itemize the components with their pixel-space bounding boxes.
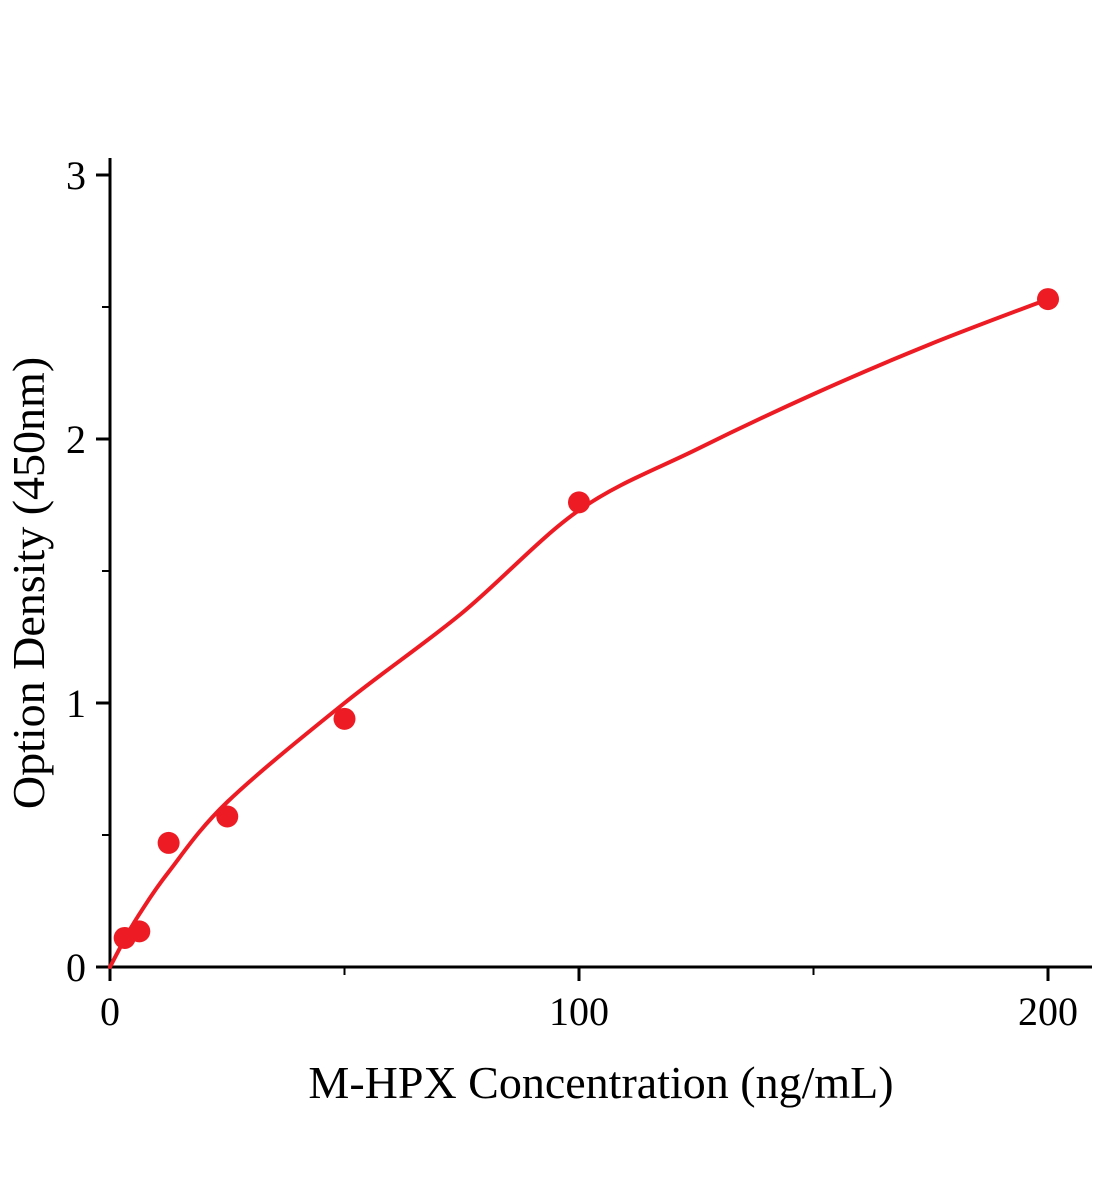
y-tick-label: 0	[66, 945, 86, 990]
x-axis-title: M-HPX Concentration (ng/mL)	[308, 1057, 893, 1108]
data-point	[128, 920, 151, 943]
y-tick-label: 2	[66, 417, 86, 462]
fit-curve	[108, 297, 1050, 969]
y-tick-label: 3	[66, 153, 86, 198]
data-point	[568, 491, 590, 514]
x-tick-label: 0	[100, 989, 120, 1034]
data-point	[1037, 288, 1059, 311]
data-point	[216, 805, 239, 828]
y-tick-label: 1	[66, 681, 86, 726]
y-axis-title: Option Density (450nm)	[3, 357, 54, 809]
data-point	[157, 831, 180, 854]
x-tick-label: 200	[1018, 989, 1078, 1034]
data-point	[333, 707, 356, 730]
x-tick-label: 100	[549, 989, 609, 1034]
